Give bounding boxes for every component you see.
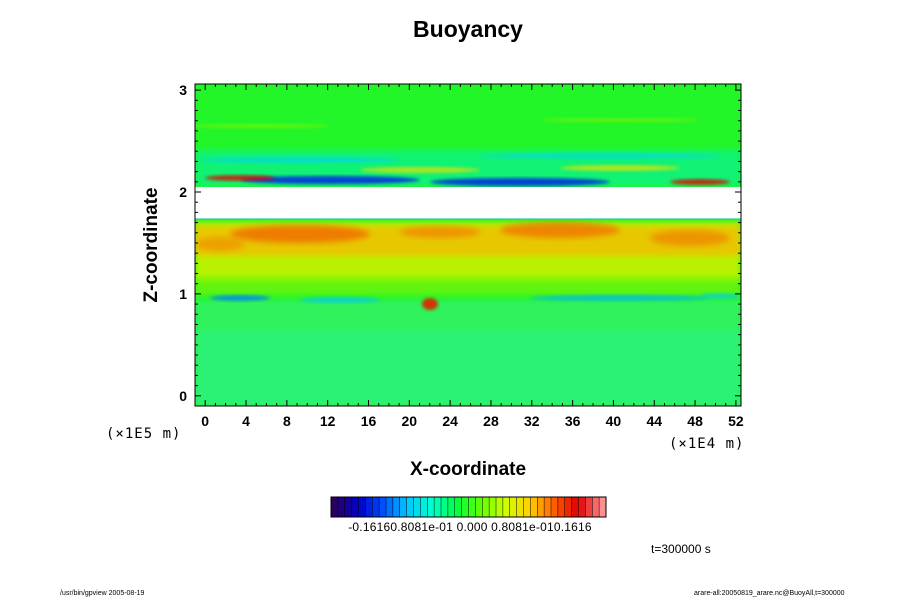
x-tick-label: 0 xyxy=(201,413,209,429)
footer-command: /usr/bin/gpview 2005-08-19 xyxy=(60,590,145,597)
colorbar-segment xyxy=(365,497,373,517)
colorbar-segment xyxy=(475,497,483,517)
colorbar-segment xyxy=(530,497,538,517)
x-axis-ticks: 0 4 8 12 16 20 24 28 32 36 40 44 48 52 xyxy=(194,84,744,429)
y-tick-label: 1 xyxy=(179,286,187,302)
x-tick-label: 48 xyxy=(687,413,703,429)
colorbar-segment xyxy=(592,497,600,517)
y-tick-label: 0 xyxy=(179,388,187,404)
colorbar-segment xyxy=(344,497,353,517)
x-tick-label: 16 xyxy=(361,413,377,429)
y-tick-label: 3 xyxy=(179,82,187,98)
colorbar-segment xyxy=(420,497,428,517)
colorbar-segment xyxy=(454,497,463,517)
x-tick-label: 36 xyxy=(565,413,581,429)
colorbar-segment xyxy=(516,497,524,517)
colorbar-segment xyxy=(482,497,490,517)
x-tick-label: 28 xyxy=(483,413,499,429)
x-tick-label: 32 xyxy=(524,413,540,429)
x-tick-label: 52 xyxy=(728,413,744,429)
colorbar-segment xyxy=(434,497,442,517)
colorbar-segment xyxy=(502,497,511,517)
colorbar-segment xyxy=(447,497,456,517)
colorbar-segment xyxy=(331,497,339,517)
colorbar-segment xyxy=(468,497,476,517)
time-label: t=300000 s xyxy=(651,542,711,556)
colorbar-segment xyxy=(406,497,414,517)
colorbar-segment xyxy=(379,497,387,517)
x-scale-note: (×1E4 m) xyxy=(669,436,745,452)
y-tick-label: 2 xyxy=(179,184,187,200)
x-tick-label: 12 xyxy=(320,413,336,429)
colorbar xyxy=(330,496,607,518)
colorbar-segment xyxy=(461,497,469,517)
footer-source: arare-all:20050819_arare.nc@BuoyAll,t=30… xyxy=(694,590,845,597)
x-tick-label: 20 xyxy=(402,413,418,429)
colorbar-segment xyxy=(358,497,366,517)
colorbar-segment xyxy=(523,497,531,517)
colorbar-frame xyxy=(330,496,607,518)
colorbar-segment xyxy=(537,497,545,517)
x-tick-label: 40 xyxy=(606,413,622,429)
y-axis-ticks: 0 1 2 3 xyxy=(179,82,741,404)
colorbar-segment xyxy=(496,497,504,517)
x-tick-label: 4 xyxy=(242,413,250,429)
colorbar-segment xyxy=(509,497,518,517)
colorbar-segment xyxy=(585,497,593,517)
x-axis-label: X-coordinate xyxy=(409,459,527,480)
colorbar-segment xyxy=(599,497,607,517)
y-scale-note: (×1E5 m) xyxy=(106,426,182,442)
colorbar-segment xyxy=(399,497,408,517)
y-axis-label: Z-coordinate xyxy=(141,187,162,303)
colorbar-segment xyxy=(351,497,359,517)
colorbar-segment xyxy=(337,497,346,517)
colorbar-segment xyxy=(564,497,573,517)
colorbar-segment xyxy=(392,497,401,517)
colorbar-segment xyxy=(413,497,421,517)
colorbar-segment xyxy=(441,497,449,517)
chart-title: Buoyancy xyxy=(413,16,523,42)
x-tick-label: 24 xyxy=(442,413,458,429)
colorbar-segment xyxy=(427,497,435,517)
colorbar-segment xyxy=(571,497,579,517)
colorbar-labels: -0.16160.8081e-01 0.000 0.8081e-010.1616 xyxy=(348,520,592,534)
colorbar-segment xyxy=(557,497,566,517)
colorbar-segment xyxy=(386,497,394,517)
colorbar-segment xyxy=(544,497,552,517)
colorbar-segment xyxy=(578,497,586,517)
colorbar-segment xyxy=(489,497,497,517)
colorbar-segment xyxy=(372,497,380,517)
x-tick-label: 8 xyxy=(283,413,291,429)
x-tick-label: 44 xyxy=(646,413,662,429)
heatmap-field xyxy=(195,84,741,406)
colorbar-segment xyxy=(551,497,559,517)
